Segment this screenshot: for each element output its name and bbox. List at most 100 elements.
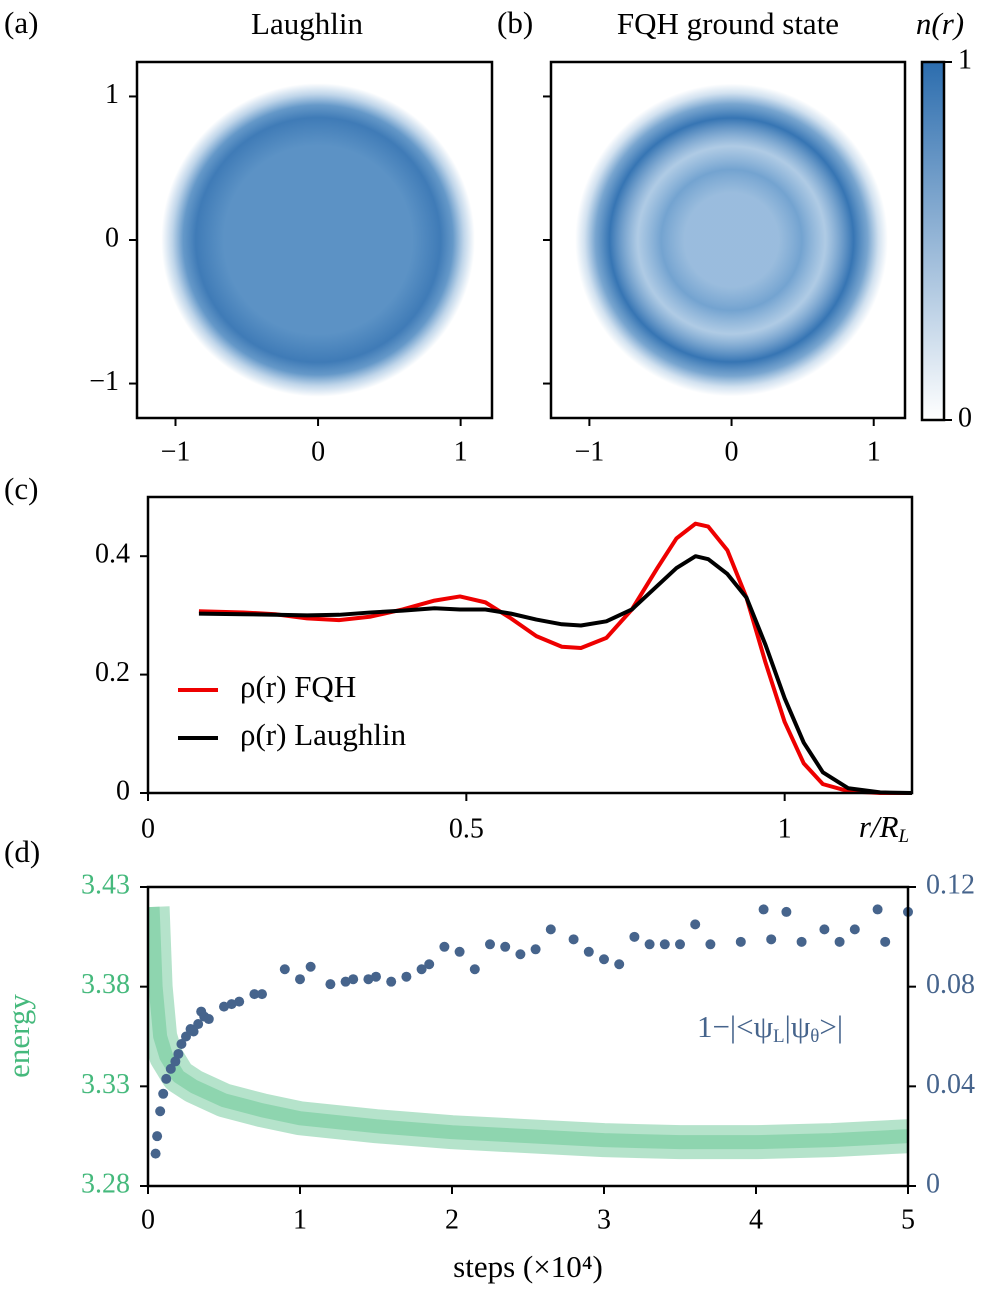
y-tick-label: 0.2 xyxy=(95,657,130,688)
overlap-point xyxy=(872,904,883,915)
overlap-point xyxy=(203,1014,214,1025)
x-tick-label: 0.5 xyxy=(449,813,484,844)
x-tick-label: 0 xyxy=(725,436,739,467)
annotation-part: >| xyxy=(819,1009,843,1044)
overlap-point xyxy=(181,1031,191,1042)
energy-core xyxy=(148,906,908,1150)
y-tick-label: −1 xyxy=(89,366,119,397)
overlap-point xyxy=(340,976,351,987)
overlap-point xyxy=(781,906,792,917)
energy-band xyxy=(148,906,908,1160)
overlap-point xyxy=(819,924,830,935)
x-tick-label: 0 xyxy=(141,813,155,844)
colorbar-tick-label: 0 xyxy=(958,402,972,433)
overlap-point xyxy=(173,1048,184,1059)
overlap-point xyxy=(530,944,541,955)
x-axis-label-sub: L xyxy=(898,826,910,847)
overlap-point xyxy=(644,939,655,950)
y-tick-label: 3.38 xyxy=(81,969,130,1000)
axes-frame xyxy=(920,60,946,422)
overlap-point xyxy=(150,1148,161,1159)
y2-tick-label: 0.12 xyxy=(926,869,975,900)
overlap-point xyxy=(515,949,526,960)
y-tick-label: 0 xyxy=(116,775,130,806)
x-axis-label: r/RL xyxy=(859,809,909,847)
annotation: 1−|<ψL|ψθ>| xyxy=(697,1009,843,1047)
overlap-point xyxy=(758,904,769,915)
overlap-point xyxy=(500,941,511,952)
overlap-point xyxy=(249,989,260,1000)
overlap-point xyxy=(583,946,594,957)
axes-frame xyxy=(146,495,914,795)
overlap-point xyxy=(849,924,860,935)
overlap-point xyxy=(599,954,609,965)
y-tick-label: 0 xyxy=(105,222,119,253)
overlap-point xyxy=(690,919,701,930)
overlap-point xyxy=(152,1131,163,1142)
annotation-sub: θ xyxy=(810,1026,819,1047)
overlap-point xyxy=(219,1001,229,1012)
overlap-point xyxy=(401,971,412,982)
panel-title: FQH ground state xyxy=(617,6,839,41)
x-axis-label: steps (×10⁴) xyxy=(453,1249,603,1284)
y-axis-label: energy xyxy=(1,994,36,1078)
density-disc xyxy=(575,83,888,397)
overlap-point xyxy=(705,939,716,950)
overlap-point xyxy=(469,964,480,975)
overlap-point xyxy=(363,974,374,985)
overlap-point xyxy=(193,1019,204,1030)
panel-label: (c) xyxy=(4,471,38,506)
overlap-point xyxy=(416,964,427,975)
overlap-point xyxy=(176,1038,187,1049)
overlap-point xyxy=(155,1106,166,1117)
colorbar-tick-label: 1 xyxy=(958,44,972,75)
x-tick-label: −1 xyxy=(161,436,191,467)
overlap-point xyxy=(424,959,435,970)
overlap-point xyxy=(279,964,290,975)
overlap-point xyxy=(614,959,625,970)
y-tick-label: 0.4 xyxy=(95,539,130,570)
overlap-point xyxy=(257,989,267,1000)
y2-tick-label: 0 xyxy=(926,1168,940,1199)
overlap-point xyxy=(234,996,245,1007)
y-tick-label: 1 xyxy=(105,79,119,110)
overlap-point xyxy=(295,974,305,985)
legend-label: ρ(r) Laughlin xyxy=(240,717,407,752)
x-tick-label: 1 xyxy=(778,813,792,844)
overlap-point xyxy=(305,961,316,972)
x-tick-label: 1 xyxy=(867,436,881,467)
overlap-point xyxy=(659,939,670,950)
y2-tick-label: 0.08 xyxy=(926,969,975,1000)
legend-label: ρ(r) FQH xyxy=(240,669,356,704)
x-tick-label: 4 xyxy=(749,1204,763,1235)
overlap-point xyxy=(170,1056,181,1067)
panel-label: (a) xyxy=(4,5,38,40)
overlap-point xyxy=(348,974,359,985)
overlap-point xyxy=(325,979,336,990)
overlap-point xyxy=(226,999,237,1010)
overlap-point xyxy=(675,939,685,950)
x-tick-label: 1 xyxy=(293,1204,307,1235)
overlap-point xyxy=(796,936,807,947)
y2-tick-label: 0.04 xyxy=(926,1069,975,1100)
colorbar-label: n(r) xyxy=(916,6,964,41)
overlap-point xyxy=(485,939,495,950)
annotation-part: 1−|<ψ xyxy=(697,1009,774,1044)
overlap-point xyxy=(735,936,746,947)
x-tick-label: 2 xyxy=(445,1204,459,1235)
panel-label: (d) xyxy=(4,834,40,869)
annotation-sub: L xyxy=(773,1026,785,1047)
overlap-point xyxy=(568,934,579,945)
y-tick-label: 3.33 xyxy=(81,1069,130,1100)
x-tick-label: −1 xyxy=(574,436,604,467)
overlap-point xyxy=(165,1063,176,1074)
y-tick-label: 3.28 xyxy=(81,1168,130,1199)
series-line xyxy=(198,521,912,795)
overlap-point xyxy=(629,931,640,942)
overlap-point xyxy=(880,936,891,947)
overlap-point xyxy=(386,976,397,987)
density-disc xyxy=(161,83,475,397)
x-tick-label: 0 xyxy=(141,1204,155,1235)
overlap-point xyxy=(766,934,777,945)
